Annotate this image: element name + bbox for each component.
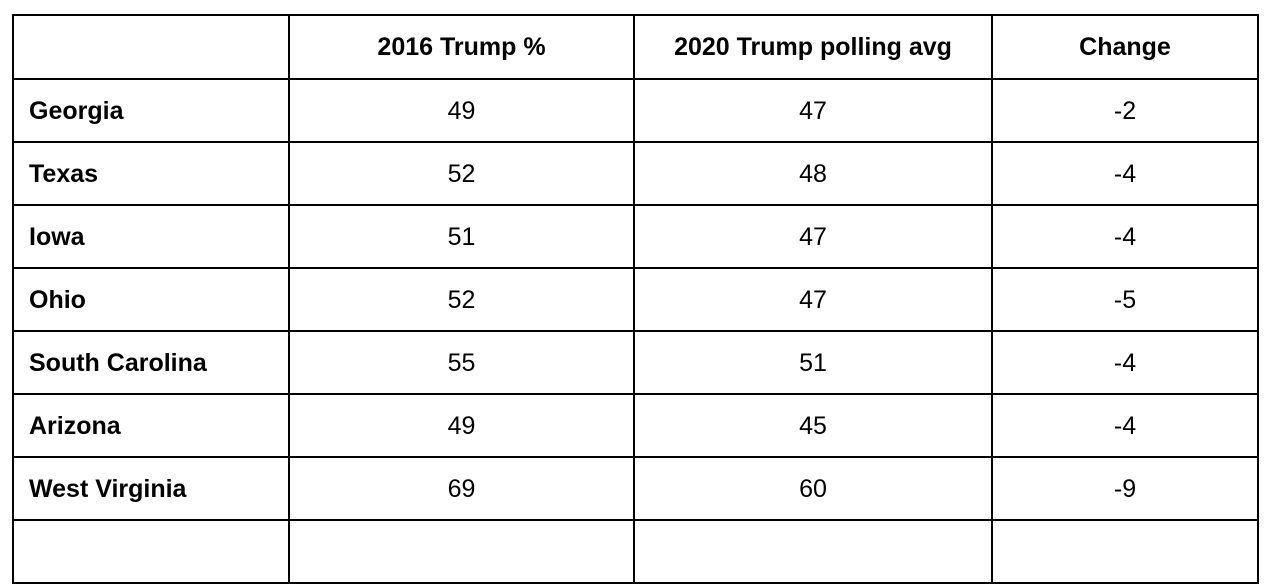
state-cell: West Virginia (12, 456, 290, 521)
value-2020-cell: 48 (633, 141, 993, 206)
change-cell (991, 519, 1259, 584)
state-cell: Texas (12, 141, 290, 206)
value-2020-cell: 60 (633, 456, 993, 521)
change-cell: -4 (991, 204, 1259, 269)
col-header-change: Change (991, 14, 1259, 80)
change-cell: -4 (991, 141, 1259, 206)
state-cell (12, 519, 290, 584)
value-2020-cell (633, 519, 993, 584)
state-cell: Georgia (12, 78, 290, 143)
table-row-south-carolina: South Carolina 55 51 -4 (12, 330, 1259, 395)
value-2016-cell: 69 (288, 456, 635, 521)
state-cell: Arizona (12, 393, 290, 458)
col-header-state (12, 14, 290, 80)
value-2020-cell: 47 (633, 267, 993, 332)
trump-polling-table: 2016 Trump % 2020 Trump polling avg Chan… (12, 14, 1259, 584)
change-cell: -4 (991, 393, 1259, 458)
table-row-texas: Texas 52 48 -4 (12, 141, 1259, 206)
table-row-iowa: Iowa 51 47 -4 (12, 204, 1259, 269)
value-2020-cell: 47 (633, 78, 993, 143)
state-cell: South Carolina (12, 330, 290, 395)
state-cell: Iowa (12, 204, 290, 269)
value-2016-cell: 51 (288, 204, 635, 269)
value-2016-cell (288, 519, 635, 584)
table-row-arizona: Arizona 49 45 -4 (12, 393, 1259, 458)
change-cell: -9 (991, 456, 1259, 521)
value-2020-cell: 45 (633, 393, 993, 458)
table-row-ohio: Ohio 52 47 -5 (12, 267, 1259, 332)
change-cell: -2 (991, 78, 1259, 143)
table-row-partial-cutoff (12, 519, 1259, 584)
value-2016-cell: 52 (288, 267, 635, 332)
table-row-georgia: Georgia 49 47 -2 (12, 78, 1259, 143)
col-header-2016-trump: 2016 Trump % (288, 14, 635, 80)
value-2016-cell: 52 (288, 141, 635, 206)
state-cell: Ohio (12, 267, 290, 332)
header-row: 2016 Trump % 2020 Trump polling avg Chan… (12, 14, 1259, 80)
change-cell: -5 (991, 267, 1259, 332)
table-row-west-virginia: West Virginia 69 60 -9 (12, 456, 1259, 521)
col-header-2020-polling: 2020 Trump polling avg (633, 14, 993, 80)
value-2020-cell: 47 (633, 204, 993, 269)
value-2016-cell: 55 (288, 330, 635, 395)
value-2016-cell: 49 (288, 393, 635, 458)
value-2016-cell: 49 (288, 78, 635, 143)
change-cell: -4 (991, 330, 1259, 395)
value-2020-cell: 51 (633, 330, 993, 395)
